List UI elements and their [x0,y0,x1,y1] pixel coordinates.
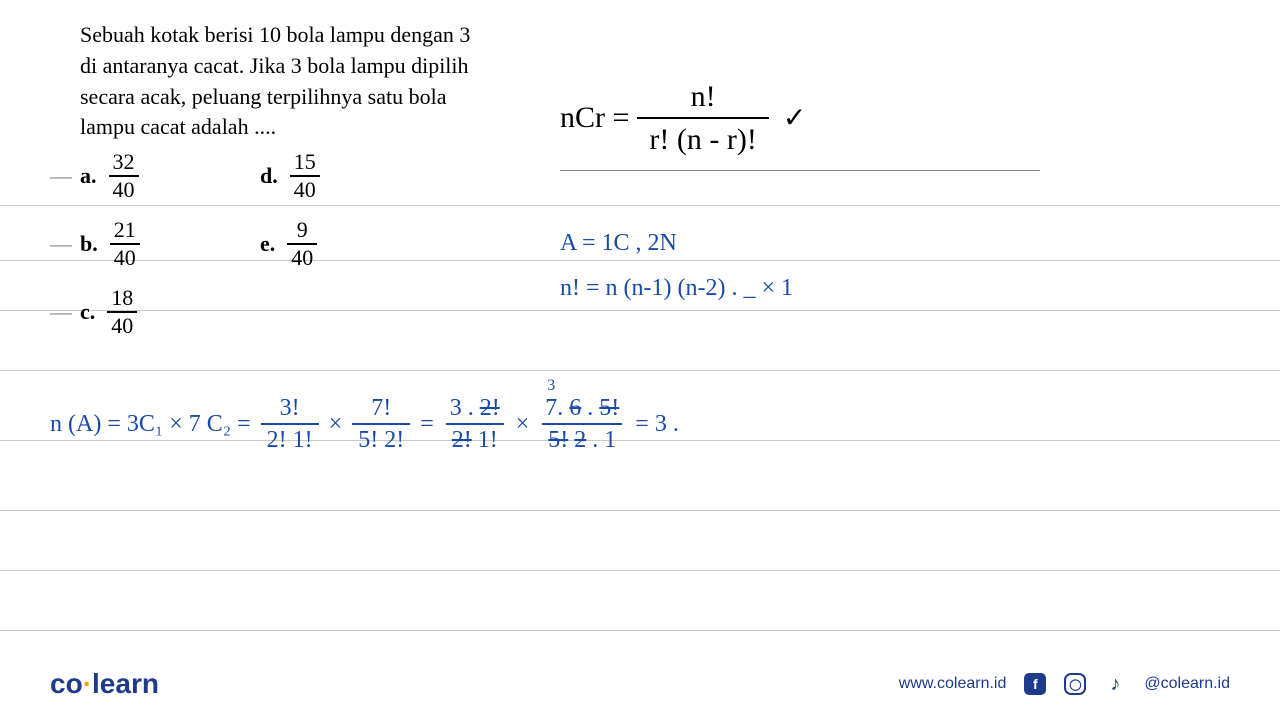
dash-icon: — [50,163,72,189]
frac-num: 7! [365,395,397,423]
rule-line [0,630,1280,631]
logo-co: co [50,668,83,699]
logo-learn: learn [92,668,159,699]
handwritten-event: A = 1C , 2N [560,230,677,257]
checkmark-icon: ✓ [783,101,806,135]
frac-den: 40 [287,243,317,269]
frac-den: 40 [109,175,139,201]
rule-line [0,510,1280,511]
option-a-label: a. [80,163,97,189]
times-symbol: × [329,411,343,438]
footer-handle: @colearn.id [1144,675,1230,693]
combination-formula: nCr = n! r! (n - r)! ✓ [560,80,806,156]
option-c: — c. 18 40 [80,287,260,337]
frac-den: 40 [110,243,140,269]
question-text: Sebuah kotak berisi 10 bola lampu dengan… [80,20,500,143]
equals-symbol: = [420,411,434,438]
work-frac4: 7. 6 . 5! 5! 2 . 1 [539,395,625,454]
work-frac3: 3 . 2! 2! 1! [444,395,506,454]
frac-den: 5! 2 . 1 [542,423,622,453]
dash-icon: — [50,299,72,325]
instagram-icon: ◯ [1064,673,1086,695]
option-b-fraction: 21 40 [110,219,140,269]
frac-num: 32 [109,151,139,175]
work-result: = 3 . [635,411,679,438]
frac-num: 15 [290,151,320,175]
option-e-fraction: 9 40 [287,219,317,269]
frac-num: 9 [293,219,312,243]
dash-icon: — [50,231,72,257]
question-line4: lampu cacat adalah .... [80,112,500,143]
formula-underline [560,170,1040,171]
option-c-fraction: 18 40 [107,287,137,337]
tiktok-icon: ♪ [1104,673,1126,695]
formula-lhs: nCr = [560,101,629,135]
footer-right: www.colearn.id f ◯ ♪ @colearn.id [899,673,1230,695]
frac-den: 5! 2! [352,423,410,453]
frac-num: 3! [274,395,306,423]
option-a-fraction: 32 40 [109,151,139,201]
formula-den: r! (n - r)! [637,117,768,156]
work-frac1: 3! 2! 1! [261,395,319,454]
logo-dot-icon: · [83,668,92,699]
footer: co·learn www.colearn.id f ◯ ♪ @colearn.i… [0,668,1280,700]
question-line1: Sebuah kotak berisi 10 bola lampu dengan… [80,20,500,51]
option-c-label: c. [80,299,95,325]
colearn-logo: co·learn [50,668,159,700]
option-b-label: b. [80,231,98,257]
frac-den: 40 [290,175,320,201]
option-d-fraction: 15 40 [290,151,320,201]
option-e-label: e. [260,231,275,257]
work-calculation: n (A) = 3C₁ × 7 C₂ = 3! 2! 1! × 7! 5! 2!… [50,395,679,454]
handwritten-factorial: n! = n (n-1) (n-2) . _ × 1 [560,275,793,302]
facebook-icon: f [1024,673,1046,695]
frac-num: 7. 6 . 5! [539,395,625,423]
option-e: e. 9 40 [260,219,440,269]
frac-num: 21 [110,219,140,243]
frac-den: 2! 1! [446,423,504,453]
times-symbol: × [516,411,530,438]
rule-line [0,570,1280,571]
formula-fraction: n! r! (n - r)! [637,80,768,156]
formula-num: n! [679,80,728,117]
option-d: d. 15 40 [260,151,440,201]
question-line2: di antaranya cacat. Jika 3 bola lampu di… [80,51,500,82]
option-a: — a. 32 40 [80,151,260,201]
frac-num: 18 [107,287,137,311]
footer-url: www.colearn.id [899,675,1007,693]
rule-line [0,370,1280,371]
option-d-label: d. [260,163,278,189]
frac-num: 3 . 2! [444,395,506,423]
frac-den: 40 [107,311,137,337]
work-lhs: n (A) = 3C₁ × 7 C₂ = [50,411,251,438]
question-line3: secara acak, peluang terpilihnya satu bo… [80,82,500,113]
frac-den: 2! 1! [261,423,319,453]
work-frac2: 7! 5! 2! [352,395,410,454]
option-b: — b. 21 40 [80,219,260,269]
